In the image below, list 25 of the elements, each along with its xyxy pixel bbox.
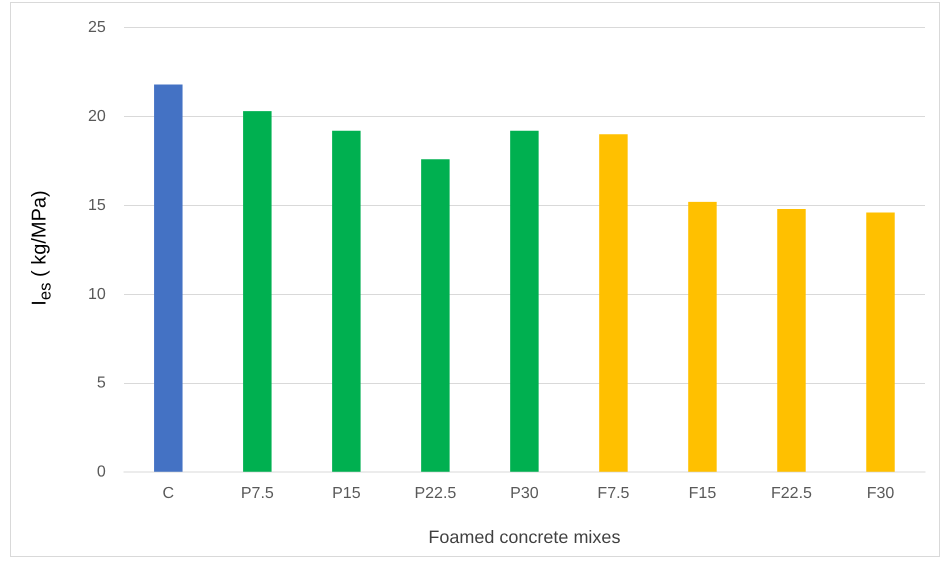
bar <box>510 130 539 472</box>
x-tick-label: C <box>162 485 174 502</box>
y-tick-label: 5 <box>96 374 106 392</box>
bar <box>866 212 895 472</box>
x-tick-label: F22.5 <box>771 485 812 502</box>
x-tick-label: P15 <box>332 485 361 502</box>
y-tick-label: 0 <box>96 464 106 481</box>
y-tick-label: 20 <box>88 108 106 125</box>
bar <box>688 202 717 472</box>
x-tick-label: P22.5 <box>414 485 456 502</box>
x-tick-label: F30 <box>866 485 894 502</box>
bar <box>421 159 450 472</box>
x-tick-label: P30 <box>510 485 539 502</box>
bar <box>599 134 628 472</box>
x-tick-label: P7.5 <box>240 485 274 502</box>
bar <box>777 208 806 472</box>
bar <box>332 130 361 472</box>
y-tick-label: 15 <box>88 196 106 214</box>
y-tick-label: 10 <box>88 286 106 303</box>
x-tick-label: F15 <box>688 485 716 502</box>
y-tick-label: 25 <box>88 19 106 36</box>
x-tick-label: F7.5 <box>597 485 630 502</box>
bar <box>243 111 272 472</box>
bar <box>154 84 183 472</box>
x-axis-title: Foamed concrete mixes <box>428 527 620 548</box>
